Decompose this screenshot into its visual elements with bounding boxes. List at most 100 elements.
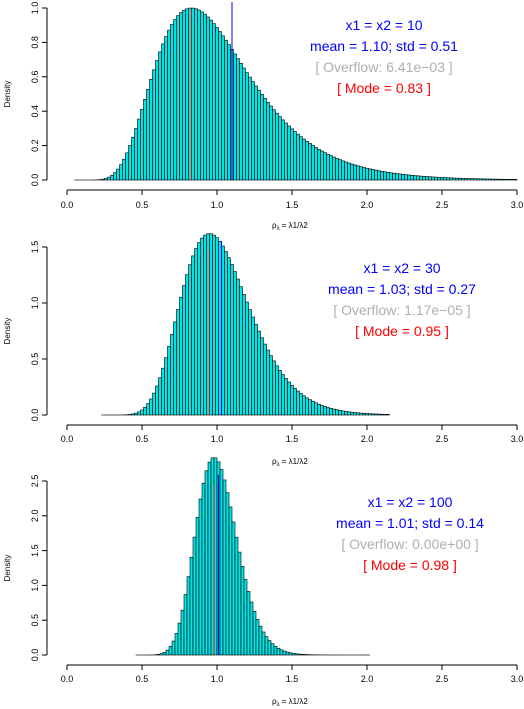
histogram-bar — [164, 357, 168, 416]
y-axis-title: Density — [3, 81, 12, 108]
histogram-bar — [470, 178, 474, 181]
histogram-bar — [383, 414, 387, 416]
histogram-bar — [162, 652, 167, 656]
annotation-block: x1 = x2 = 30 mean = 1.03; std = 0.27 [ Ove… — [328, 260, 476, 339]
histogram-bar — [227, 44, 231, 181]
histogram-bar — [198, 498, 203, 656]
histogram-bar — [275, 365, 279, 416]
histogram-bar — [134, 128, 138, 181]
histogram-bar — [186, 576, 191, 656]
histogram-bar — [203, 13, 207, 181]
histogram-bar — [269, 105, 273, 181]
x-tick-label: 3.0 — [511, 200, 524, 210]
histogram-bar — [137, 411, 141, 416]
histogram-bar — [263, 343, 267, 416]
histogram-bar — [146, 403, 150, 416]
histogram-bar — [204, 470, 209, 656]
histogram-bar — [308, 399, 312, 416]
histogram-bar — [260, 94, 264, 181]
mode-label: [ Mode = 0.95 ] — [355, 323, 449, 339]
y-axis-title: Density — [3, 318, 12, 345]
histogram-bar — [323, 406, 327, 416]
histogram-bar — [171, 640, 176, 656]
histogram-bar — [165, 649, 170, 656]
histogram-bar — [167, 345, 171, 416]
histogram-bar — [335, 158, 339, 181]
histogram-bar — [234, 536, 239, 656]
histogram-bar — [416, 175, 420, 181]
histogram-bar — [294, 653, 299, 656]
histogram-bar — [143, 406, 147, 416]
x-axis: 0.0 0.5 1.0 1.5 2.0 2.5 3.0 — [61, 189, 524, 210]
histogram-bar — [194, 8, 198, 181]
histogram-bar — [270, 643, 275, 656]
histogram-bar — [308, 143, 312, 181]
y-tick-label: 1.0 — [30, 2, 40, 15]
histogram-bar — [183, 594, 188, 656]
histogram-bar — [260, 337, 264, 416]
histogram-bar — [251, 81, 255, 181]
histogram-bar — [189, 556, 194, 656]
histogram-bar — [317, 148, 321, 181]
histogram-bar — [279, 649, 284, 656]
histogram-bar — [267, 640, 272, 656]
histogram-bar — [491, 178, 495, 181]
x-tick-label: 0.0 — [61, 200, 74, 210]
histogram-bar — [326, 153, 330, 181]
histogram-bar — [297, 653, 302, 656]
histogram-bar — [383, 171, 387, 181]
histogram-bar — [155, 60, 159, 181]
histogram-bar — [347, 162, 351, 181]
histogram-bar — [212, 23, 216, 181]
histogram-bar — [254, 85, 258, 181]
y-tick-label: 1.0 — [30, 297, 40, 310]
x-tick-label: 0.5 — [136, 674, 149, 684]
histogram-bar — [276, 647, 281, 656]
histogram-bar — [353, 412, 357, 416]
histogram-bar — [131, 413, 135, 416]
histogram-bar — [398, 173, 402, 181]
histogram-bar — [338, 159, 342, 181]
y-tick-label: 1.5 — [30, 241, 40, 254]
histogram-bar — [159, 653, 164, 656]
histogram-bar — [185, 274, 189, 416]
histogram-bar — [164, 36, 168, 181]
histogram-bar — [449, 177, 453, 181]
stats-label: mean = 1.10; std = 0.51 — [310, 38, 458, 54]
histogram-bar — [461, 178, 465, 181]
histogram-bar — [356, 165, 360, 181]
histogram-bar — [386, 414, 390, 416]
histogram-bar — [350, 163, 354, 181]
histogram-bar — [365, 413, 369, 416]
mode-label: [ Mode = 0.98 ] — [363, 557, 457, 573]
mode-label: [ Mode = 0.83 ] — [337, 80, 431, 96]
histogram-bar — [464, 178, 468, 181]
histogram-bar — [245, 72, 249, 181]
histogram-bar — [311, 401, 315, 416]
histogram-bar — [209, 19, 213, 181]
histogram-bar — [227, 257, 231, 416]
histogram-bar — [500, 178, 504, 181]
histogram-bar — [158, 51, 162, 181]
histogram-bar — [261, 631, 266, 656]
histogram-bar — [488, 178, 492, 181]
histogram-bar — [287, 125, 291, 181]
histogram-bar — [215, 237, 219, 416]
histogram-bar — [332, 156, 336, 181]
histogram-bar — [266, 349, 270, 416]
histogram-bar — [300, 654, 305, 656]
stats-label: mean = 1.03; std = 0.27 — [328, 281, 476, 297]
histogram-bar — [239, 63, 243, 181]
y-tick-label: 0.5 — [30, 353, 40, 366]
x-tick-label: 2.5 — [436, 200, 449, 210]
histogram-bar — [242, 294, 246, 416]
histogram-bar — [252, 611, 257, 656]
histogram-bar — [266, 101, 270, 181]
x-tick-label: 1.0 — [211, 434, 224, 444]
histogram-bar — [249, 601, 254, 656]
histogram-bar — [152, 392, 156, 416]
x-tick-label: 3.0 — [511, 674, 524, 684]
histogram-bar — [197, 242, 201, 416]
histogram-bar — [344, 411, 348, 416]
x-tick-label: 1.0 — [211, 674, 224, 684]
